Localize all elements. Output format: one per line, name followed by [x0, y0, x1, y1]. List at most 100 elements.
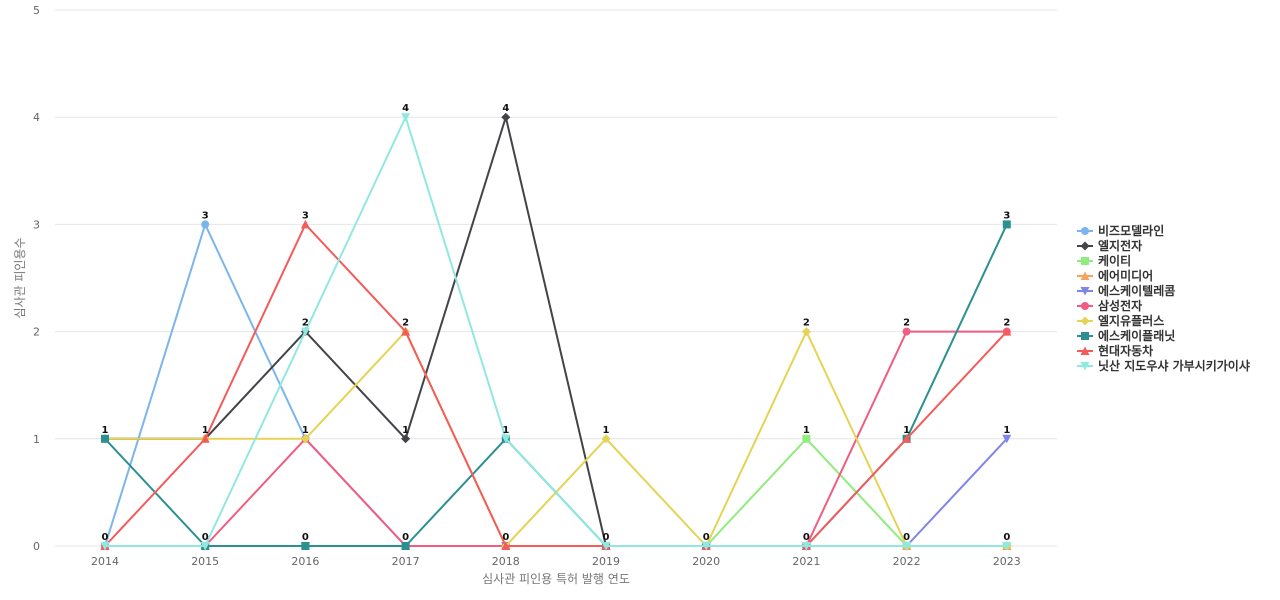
data-point [801, 542, 811, 551]
data-label: 0 [903, 532, 910, 543]
legend-item[interactable]: 에스케이텔레콤 [1077, 283, 1175, 298]
data-point [201, 220, 210, 229]
data-point [301, 542, 310, 550]
legend-item[interactable]: 닛산 지도우샤 가부시키가이샤 [1077, 358, 1250, 373]
data-label: 1 [1003, 425, 1010, 436]
legend-label: 엘지전자 [1098, 238, 1142, 253]
data-label: 1 [502, 425, 509, 436]
data-label: 2 [903, 318, 910, 329]
legend-label: 현대자동차 [1098, 343, 1153, 358]
legend-label: 비즈모델라인 [1098, 223, 1164, 238]
data-point [300, 327, 310, 337]
legend-item[interactable]: 에스케이플래닛 [1077, 328, 1175, 343]
data-label: 1 [202, 425, 209, 436]
legend-label: 에스케이텔레콤 [1098, 283, 1175, 298]
data-point [802, 434, 811, 443]
data-label: 4 [402, 103, 409, 114]
data-label: 0 [202, 532, 209, 543]
data-point [501, 112, 511, 122]
legend-item[interactable]: 비즈모델라인 [1077, 223, 1164, 238]
data-point [200, 434, 210, 443]
series-group [101, 220, 1011, 550]
data-point [1002, 434, 1012, 444]
data-point [300, 219, 310, 229]
x-tick-label: 2019 [592, 555, 620, 568]
series-group [100, 113, 1012, 551]
legend-label: 닛산 지도우샤 가부시키가이샤 [1098, 358, 1250, 373]
data-point [701, 542, 711, 551]
data-label: 1 [903, 425, 910, 436]
legend-item[interactable]: 삼성전자 [1077, 298, 1142, 313]
x-tick-label: 2023 [993, 555, 1021, 568]
legend-item[interactable]: 엘지유플러스 [1077, 313, 1164, 328]
data-point [100, 542, 110, 551]
y-tick-label: 1 [33, 433, 40, 446]
x-tick-label: 2020 [692, 555, 720, 568]
data-point [1002, 542, 1012, 551]
x-tick-label: 2014 [91, 555, 119, 568]
legend-marker [1080, 362, 1090, 371]
y-tick-label: 5 [33, 4, 40, 17]
legend-item[interactable]: 엘지전자 [1077, 238, 1142, 253]
legend-label: 에어미디어 [1098, 268, 1153, 283]
data-point [1002, 327, 1012, 336]
legend-item[interactable]: 케이티 [1077, 253, 1131, 268]
data-label: 3 [302, 210, 309, 221]
y-axis-ticks: 0 1 2 3 4 5 [33, 4, 40, 553]
data-label: 0 [402, 532, 409, 543]
data-label: 3 [202, 210, 209, 221]
data-label: 0 [102, 532, 109, 543]
data-label: 1 [302, 425, 309, 436]
data-point [401, 542, 410, 550]
series-line [104, 223, 1008, 547]
data-label: 0 [803, 532, 810, 543]
legend-marker [1081, 257, 1089, 265]
x-tick-label: 2017 [392, 555, 420, 568]
data-point [401, 113, 411, 122]
series-line [105, 116, 1007, 547]
data-point [501, 434, 511, 444]
legend-marker [1080, 271, 1090, 280]
x-tick-label: 2021 [792, 555, 820, 568]
y-tick-label: 2 [33, 326, 40, 339]
series-layer [100, 112, 1012, 551]
data-label: 1 [102, 425, 109, 436]
data-label: 0 [1003, 532, 1010, 543]
data-point [801, 327, 811, 337]
y-axis-title: 심사관 피인용수 [13, 237, 27, 318]
x-tick-label: 2015 [191, 555, 219, 568]
data-label: 1 [402, 425, 409, 436]
grid-layer [55, 9, 1057, 547]
legend-marker [1081, 332, 1089, 340]
x-axis-title: 심사관 피인용 특허 발행 연도 [482, 571, 630, 586]
data-point [601, 542, 611, 551]
legend-item[interactable]: 에어미디어 [1077, 268, 1153, 283]
series-line [104, 223, 1008, 547]
legend-marker [1080, 316, 1090, 326]
data-label: 0 [703, 532, 710, 543]
data-point [300, 434, 310, 444]
x-tick-label: 2022 [893, 555, 921, 568]
data-label: 0 [302, 532, 309, 543]
legend-label: 삼성전자 [1098, 298, 1142, 313]
data-point [902, 327, 911, 336]
data-point [902, 542, 912, 551]
data-label: 2 [302, 318, 309, 329]
legend-item[interactable]: 현대자동차 [1077, 343, 1153, 358]
legend-label: 엘지유플러스 [1098, 313, 1164, 328]
data-label: 2 [1003, 318, 1010, 329]
data-point [601, 434, 611, 444]
y-tick-label: 0 [33, 540, 40, 553]
data-label: 4 [502, 103, 509, 114]
legend-label: 에스케이플래닛 [1098, 328, 1175, 343]
x-axis-ticks: 2014 2015 2016 2017 2018 2019 2020 2021 2022 2023 [91, 555, 1021, 568]
data-point [101, 434, 109, 443]
data-point [401, 327, 411, 336]
legend: 비즈모델라인엘지전자케이티에어미디어에스케이텔레콤삼성전자엘지유플러스에스케이플… [1077, 223, 1250, 373]
data-point [902, 434, 912, 443]
legend-marker [1080, 346, 1090, 355]
legend-marker [1081, 227, 1089, 235]
data-label: 0 [603, 532, 610, 543]
data-label: 2 [803, 318, 810, 329]
